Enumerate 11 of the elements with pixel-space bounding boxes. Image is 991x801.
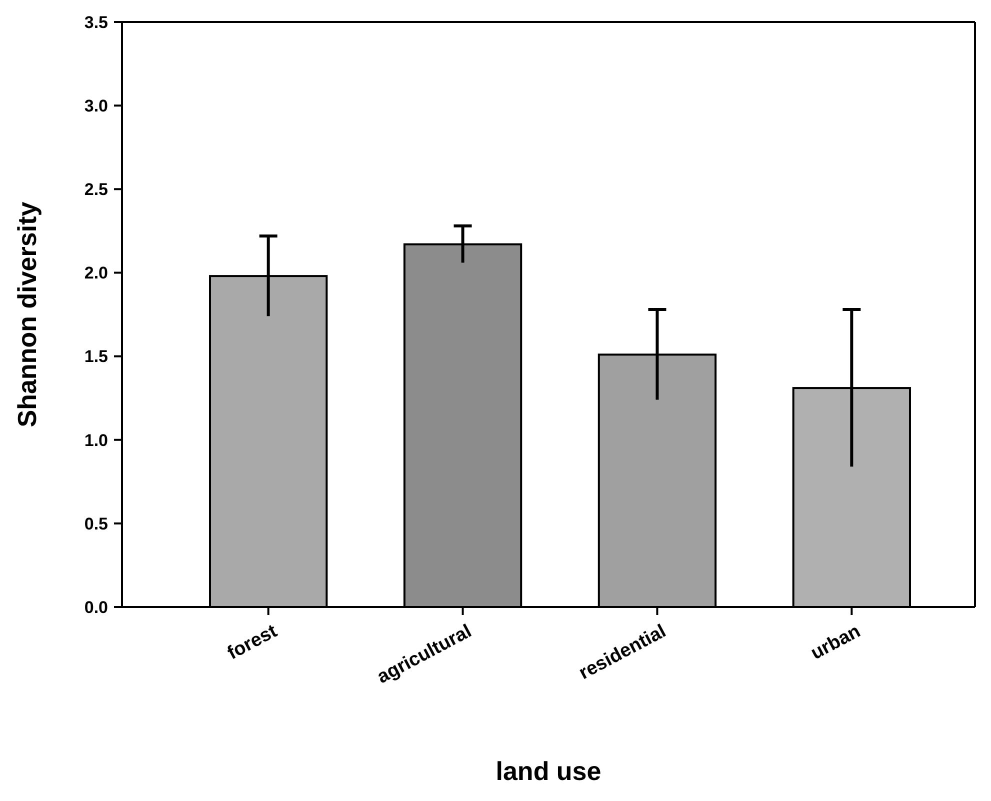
y-tick-label: 0.5 [84,514,108,534]
y-tick-label: 2.5 [84,180,108,200]
y-tick-label: 3.5 [84,12,108,32]
y-tick-label: 1.5 [84,347,108,366]
y-tick-label: 0.0 [84,598,108,617]
y-tick-label: 1.0 [84,430,108,450]
y-axis-title: Shannon diversity [12,201,42,428]
y-tick-label: 3.0 [84,96,108,116]
x-tick-label: urban [808,620,864,664]
x-axis-title: land use [496,756,602,786]
y-tick-label: 2.0 [84,264,108,283]
